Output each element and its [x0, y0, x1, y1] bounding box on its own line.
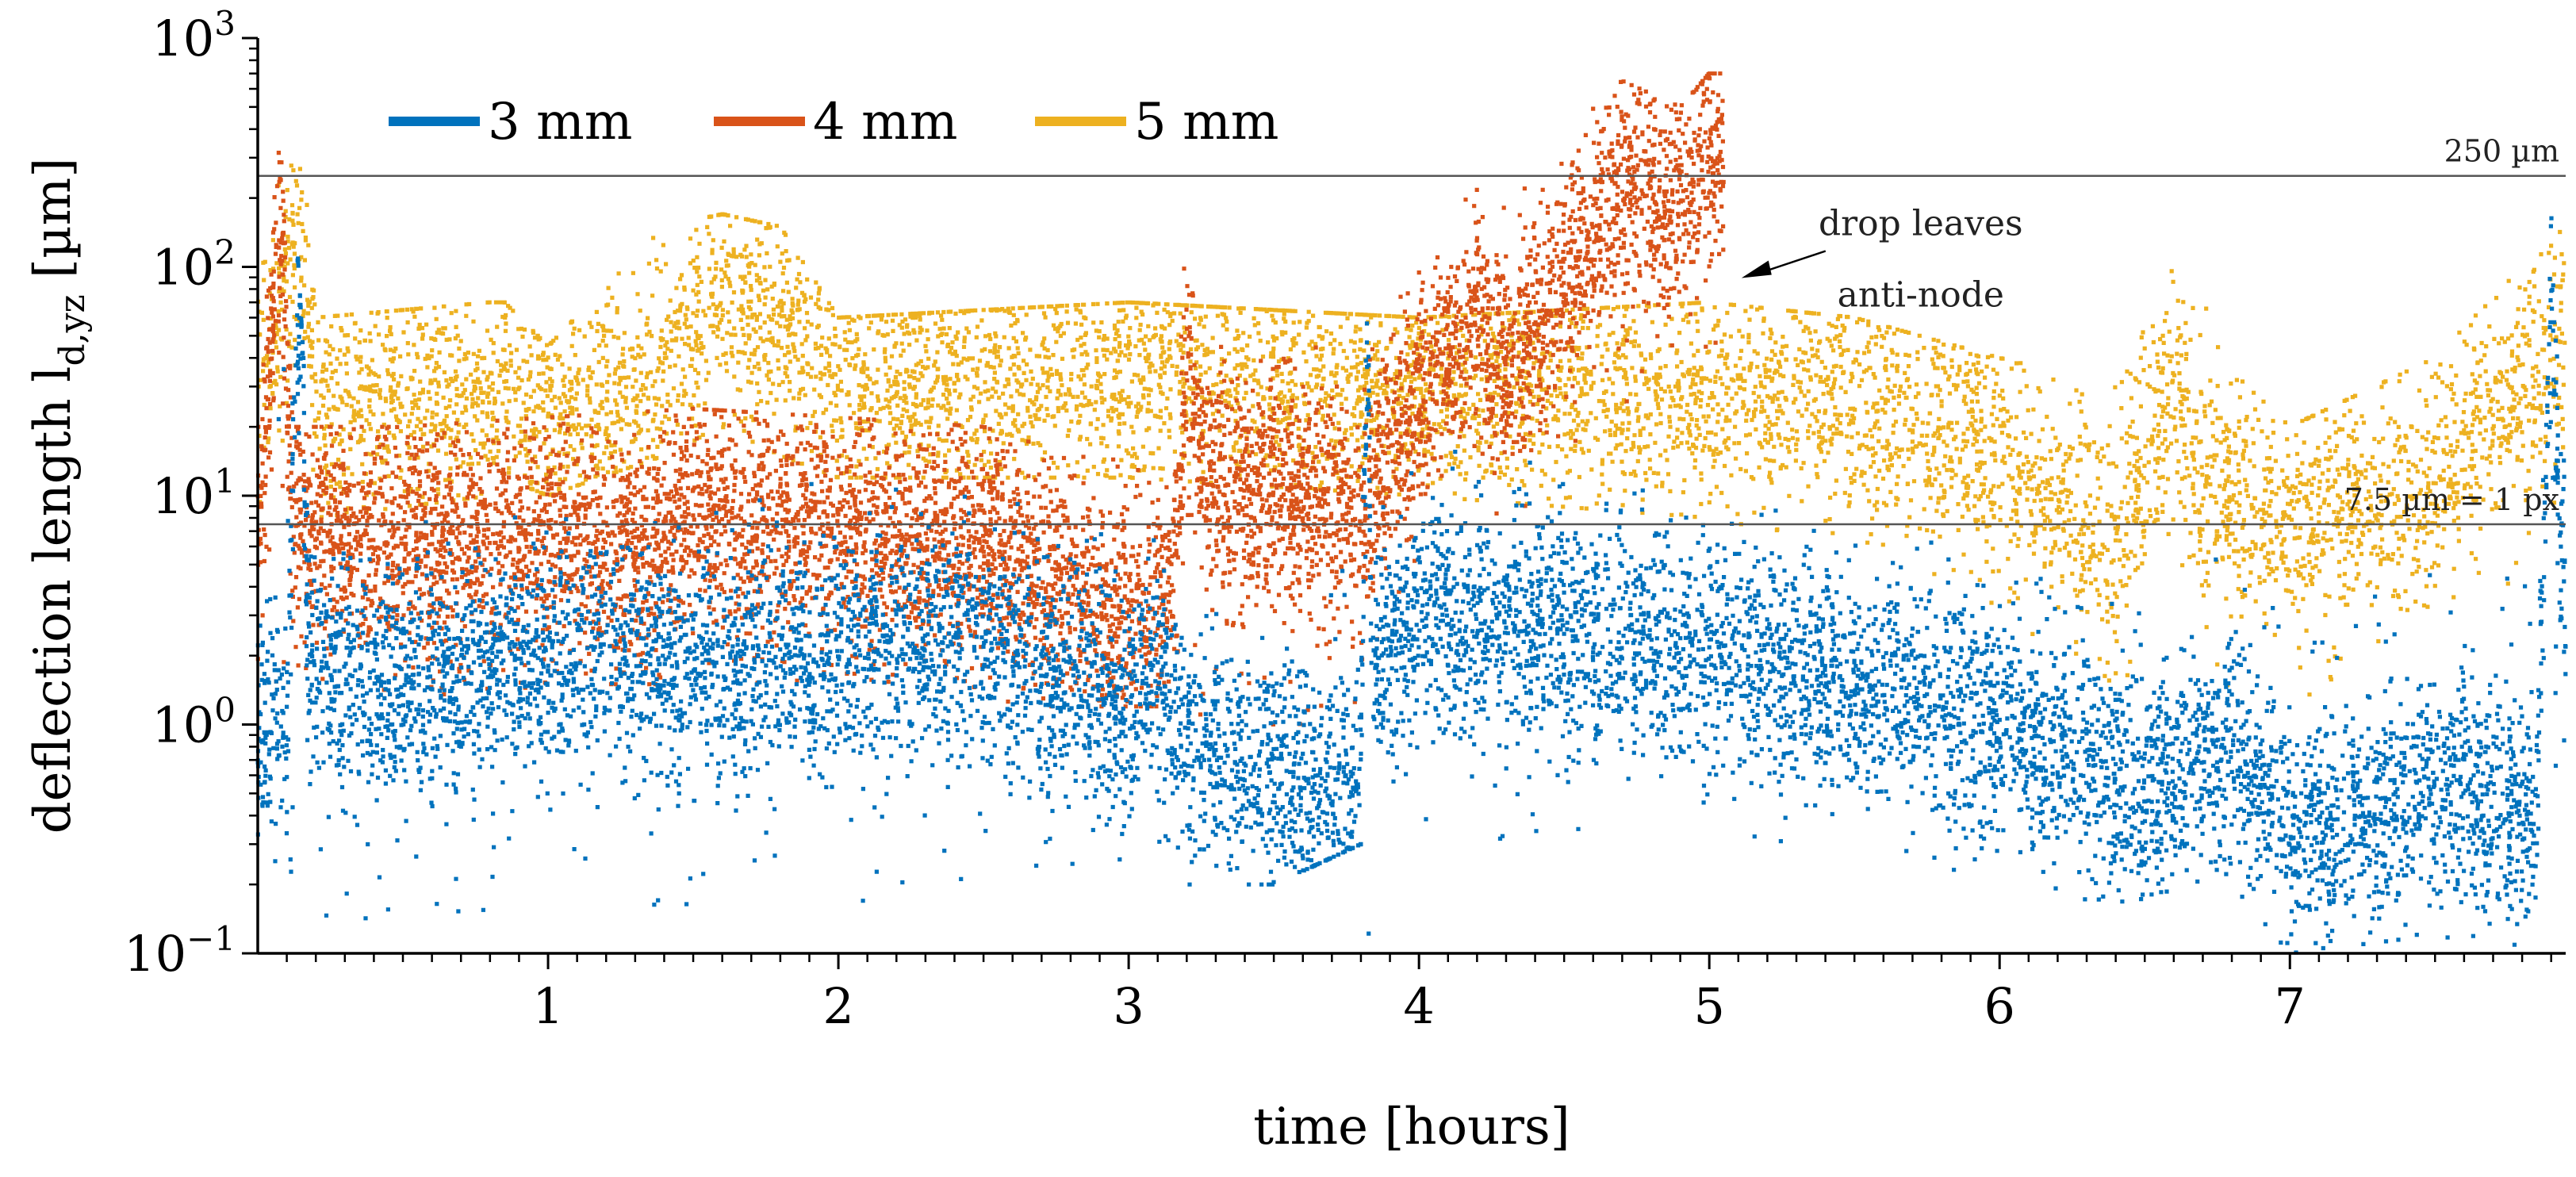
x-axis-title: time [hours] [1253, 1098, 1570, 1156]
x-tick-label: 3 [1113, 977, 1144, 1035]
y-axis-title-group: deflection length ld,yz [µm] [24, 158, 93, 834]
x-tick-label: 1 [532, 977, 563, 1035]
scatter-layer [255, 71, 2568, 955]
legend-item-4-mm: 4 mm [714, 93, 957, 151]
legend-label: 3 mm [488, 93, 632, 151]
annotation-arrow-head [1741, 260, 1772, 278]
series-points-3-mm [255, 216, 2568, 955]
series-3-mm [255, 216, 2568, 955]
y-axis-title: deflection length ld,yz [µm] [24, 158, 93, 834]
annotation-text-line1: drop leaves [1819, 204, 2023, 244]
legend-label: 5 mm [1134, 93, 1278, 151]
series-points-5-mm [255, 163, 2567, 697]
reference-line-label-0: 250 µm [2444, 134, 2559, 169]
y-tick-label: 103 [151, 4, 236, 67]
series-4-mm [255, 71, 1726, 727]
legend: 3 mm 4 mm 5 mm [389, 93, 1278, 151]
series-5-mm [255, 163, 2567, 697]
x-tick-label: 5 [1693, 977, 1724, 1035]
legend-item-3-mm: 3 mm [389, 93, 632, 151]
reference-lines: 250 µm 7.5 µm = 1 px [258, 134, 2566, 526]
axes: 1 2 3 4 5 6 7 10−1 100 101 102 103 time [hours] defle… [24, 4, 2566, 1156]
y-tick-label: 101 [151, 462, 236, 525]
x-tick-label: 2 [822, 977, 853, 1035]
series-points-4-mm [255, 71, 1726, 727]
x-tick-label: 6 [1984, 977, 2014, 1035]
x-tick-label: 4 [1403, 977, 1434, 1035]
legend-label: 4 mm [813, 93, 957, 151]
reference-line-label-1: 7.5 µm = 1 px [2344, 482, 2559, 517]
annotation-text-line2: anti-node [1838, 275, 2004, 316]
x-tick-label: 7 [2275, 977, 2306, 1035]
legend-item-5-mm: 5 mm [1035, 93, 1278, 151]
y-tick-label: 10−1 [124, 919, 236, 983]
y-tick-label: 100 [151, 691, 236, 754]
annotations: drop leaves anti-node [1741, 204, 2023, 316]
y-tick-label: 102 [151, 233, 236, 297]
